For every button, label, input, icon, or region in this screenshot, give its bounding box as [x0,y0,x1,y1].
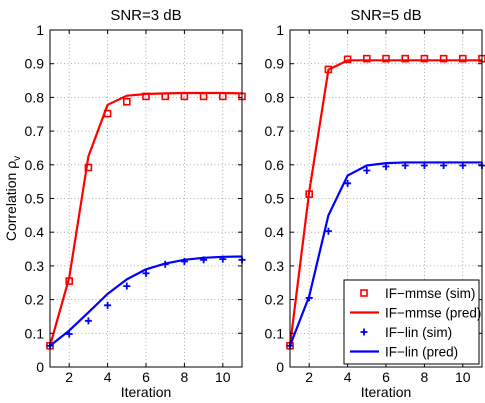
y-tick-label: 0.8 [265,89,285,105]
chart-title: SNR=3 dB [110,7,181,24]
y-tick-label: 0.2 [25,292,45,308]
y-tick-label: 0.8 [25,89,45,105]
y-axis-label-subscript: v [12,156,23,161]
plot-panel-2: 2 4 6 8 10 0 0.1 0.2 0.3 0.4 0.5 0.6 0.7 0.8 0.9 1 SNR=5… [265,7,485,400]
y-tick-label: 0.9 [265,56,285,72]
y-tick-label: 0.4 [265,224,285,240]
legend-plus-marker [360,328,368,336]
x-tick-label: 2 [305,369,313,385]
x-tick-label: 6 [142,369,150,385]
y-tick-label: 0.3 [265,258,285,274]
legend-item: IF−mmse (sim) [360,286,475,301]
x-tick-label: 2 [65,369,73,385]
square-marker [362,54,371,63]
series-line [48,91,243,347]
y-tick-label: 0.6 [265,157,285,173]
legend-label: IF−lin (pred) [385,345,458,360]
legend: IF−mmse (sim) IF−mmse (pred) IF−lin (sim) I… [343,279,481,365]
plus-marker [363,167,371,175]
y-tick-label: 0.5 [265,191,285,207]
y-tick-label: 0.5 [25,191,45,207]
plus-marker [324,227,332,235]
series-4 [49,255,243,347]
plus-marker [84,317,92,325]
x-tick-label: 10 [455,369,471,385]
legend-label: IF−lin (sim) [385,325,452,340]
y-axis-label-main: Correlation ρ [3,161,19,241]
square-marker [401,54,410,63]
series-line [49,255,243,347]
legend-item: IF−mmse (pred) [350,306,481,321]
y-tick-label: 0.7 [265,123,285,139]
plot-panel-1: 2 4 6 8 10 0 0.1 0.2 0.3 0.4 0.5 0.6 0.7 0.8 0.9 1 SNR=3… [3,7,246,400]
square-marker [458,54,467,63]
x-tick-label: 4 [344,369,352,385]
y-tick-label: 0 [276,359,284,375]
series-line [288,161,482,347]
x-axis-label: Iteration [121,384,172,400]
y-tick-label: 0.1 [25,325,45,341]
series-2 [288,59,482,346]
x-tick-label: 8 [421,369,429,385]
plus-marker [344,179,352,187]
x-tick-label: 4 [104,369,112,385]
plus-marker [142,269,150,277]
y-tick-label: 0.2 [265,292,285,308]
y-axis-label: Correlation ρv [3,156,23,241]
y-tick-label: 0.6 [25,157,45,173]
y-tick-label: 0 [36,359,44,375]
y-tick-label: 0.9 [25,56,45,72]
series-4 [288,161,482,347]
x-tick-label: 10 [215,369,231,385]
square-marker [382,54,390,63]
series-2 [48,91,243,347]
legend-item: IF−lin (pred) [350,345,458,360]
y-tick-label: 0.7 [25,123,45,139]
y-tick-label: 1 [36,22,44,38]
legend-square-marker [360,289,368,297]
square-marker [420,54,429,63]
x-axis-label: Iteration [361,384,412,400]
legend-item: IF−lin (sim) [360,325,452,340]
chart-title: SNR=5 dB [350,7,421,24]
plus-marker [104,301,112,309]
legend-label: IF−mmse (sim) [385,286,475,301]
legend-label: IF−mmse (pred) [385,306,481,321]
square-marker [439,54,448,63]
y-tick-label: 0.3 [25,258,45,274]
series-line [288,59,482,346]
square-marker [84,163,93,172]
y-tick-label: 0.1 [265,325,285,341]
y-tick-label: 0.4 [25,224,45,240]
x-tick-label: 8 [181,369,189,385]
plus-marker [123,282,131,290]
square-marker [123,97,131,106]
x-tick-label: 6 [382,369,390,385]
y-tick-label: 1 [276,22,284,38]
